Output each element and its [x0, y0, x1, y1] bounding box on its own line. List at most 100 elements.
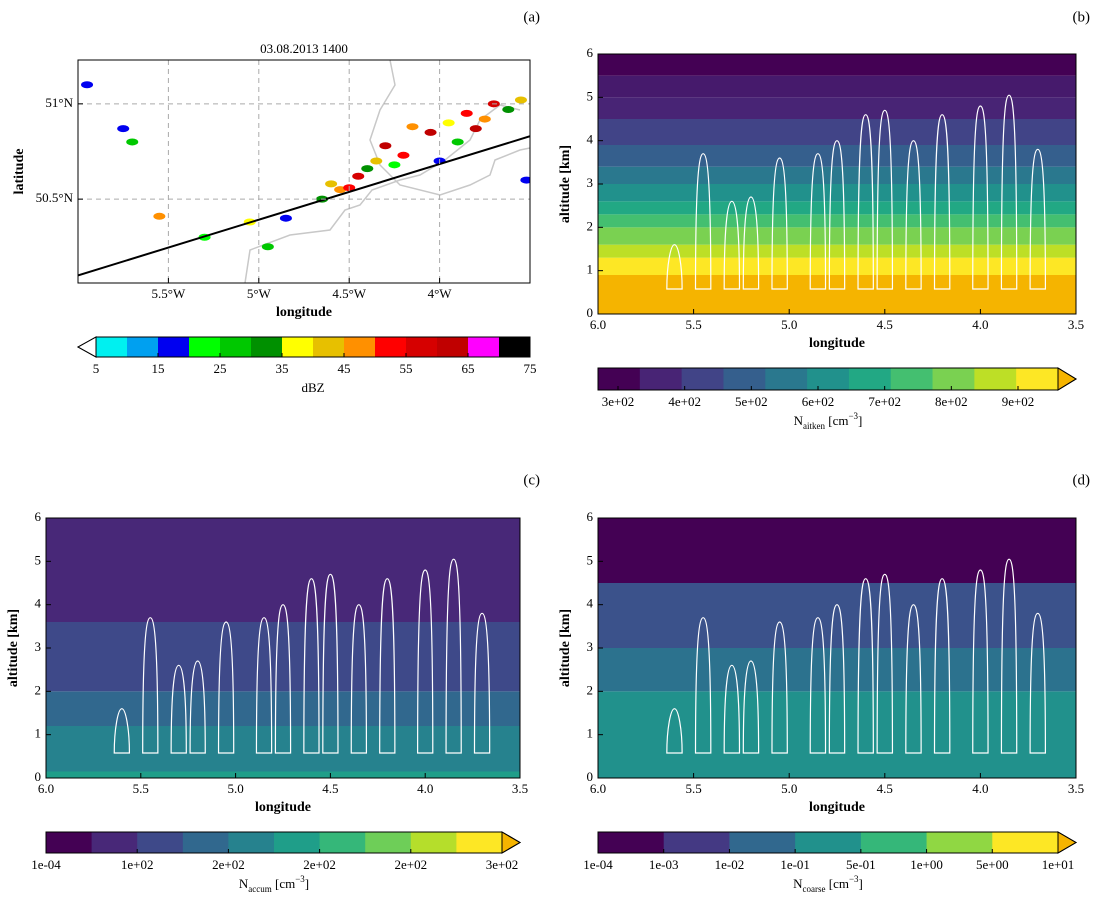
echo: [502, 106, 515, 114]
field-layer: [598, 184, 1076, 202]
colorbar-label-part: accum: [248, 884, 271, 894]
cloud-contour: [694, 153, 712, 290]
colorbar-label: dBZ: [301, 380, 324, 395]
chart-title: 03.08.2013 1400: [260, 41, 348, 56]
cloud-contour: [350, 604, 368, 754]
cloud-contour: [445, 558, 462, 754]
echo: [388, 161, 401, 169]
echo: [325, 180, 338, 188]
colorbar-segment: [375, 337, 407, 357]
colorbar-label-part: ]: [859, 876, 863, 891]
echo: [469, 125, 482, 133]
coast-south: [244, 104, 521, 284]
cloud-contour: [189, 660, 206, 754]
y-tick-label: 2: [35, 682, 42, 697]
y-tick-label: 1: [587, 262, 594, 277]
colorbar-tick-label: 5: [93, 361, 100, 376]
colorbar-segment: [189, 337, 221, 357]
colorbar-segment: [182, 832, 229, 853]
y-axis-label: altitude [km]: [558, 145, 573, 223]
colorbar-segment: [137, 832, 184, 853]
colorbar-segment: [96, 337, 128, 357]
colorbar-tick-label: 1e-04: [31, 857, 61, 872]
colorbar-label-part: −3: [849, 874, 859, 884]
colorbar-label-part: −3: [295, 874, 305, 884]
cloud-contour: [933, 578, 951, 754]
echo: [520, 176, 530, 184]
colorbar-label-part: [cm: [272, 876, 295, 891]
echo: [451, 138, 464, 146]
echo: [406, 123, 419, 131]
colorbar-label-part: −3: [848, 411, 858, 421]
cloud-contour: [1029, 612, 1047, 754]
cloud-contour: [1000, 94, 1018, 290]
colorbar-segment: [860, 832, 928, 853]
echo: [478, 115, 491, 123]
cloud-contour: [972, 105, 989, 290]
cloud-contour: [723, 664, 741, 754]
x-tick-label: 3.5: [512, 781, 528, 796]
x-tick-label: 5.5: [685, 317, 701, 332]
colorbar-label-part: [cm: [825, 876, 848, 891]
colorbar-tick-label: 45: [338, 361, 351, 376]
colorbar-segment: [729, 832, 796, 853]
colorbar-segment: [228, 832, 275, 853]
field-layer: [46, 771, 520, 778]
x-tick-label: 4.5°W: [332, 286, 366, 301]
x-tick-label: 6.0: [38, 781, 54, 796]
colorbar-label-part: ]: [858, 413, 862, 428]
echo: [279, 214, 292, 222]
cloud-contour: [809, 617, 827, 754]
x-tick-label: 4°W: [428, 286, 453, 301]
cloud-contour: [742, 196, 760, 290]
colorbar-label-part: N: [794, 413, 804, 428]
field-layer: [598, 227, 1076, 245]
colorbar-segment: [282, 337, 314, 357]
field-layer: [598, 257, 1076, 275]
x-tick-label: 4.0: [417, 781, 433, 796]
colorbar-tick-label: 1e-02: [715, 857, 745, 872]
colorbar-segment: [681, 368, 724, 390]
y-tick-label: 5: [587, 552, 594, 567]
x-axis-label: longitude: [255, 800, 311, 815]
cloud-contour: [473, 612, 491, 754]
plot-area: [598, 54, 1076, 314]
y-tick-label: 51°N: [45, 95, 73, 110]
colorbar-tick-label: 1e+00: [910, 857, 943, 872]
colorbar-tick-label: 15: [152, 361, 165, 376]
cloud-contour: [1000, 558, 1018, 754]
cloud-contour: [694, 617, 712, 754]
cloud-contour: [876, 109, 894, 290]
colorbar-segment: [319, 832, 366, 853]
colorbar-segment: [932, 368, 975, 390]
y-tick-label: 5: [35, 552, 42, 567]
colorbar-tick-label: 5e-01: [846, 857, 876, 872]
panel-label: (b): [1073, 9, 1091, 25]
colorbar-extend: [76, 336, 97, 358]
colorbar-tick-label: 25: [214, 361, 227, 376]
x-tick-label: 5.0: [227, 781, 243, 796]
colorbar-segment: [926, 832, 993, 853]
y-tick-label: 0: [587, 769, 594, 784]
field-layer: [598, 648, 1076, 692]
echo: [379, 142, 392, 150]
colorbar-extend: [501, 831, 521, 854]
cloud-contour: [417, 569, 434, 754]
colorbar-segment: [848, 368, 892, 390]
x-tick-label: 5°W: [247, 286, 272, 301]
colorbar-segment: [639, 368, 683, 390]
colorbar-label: Ncoarse [cm−3]: [793, 874, 863, 894]
echo: [460, 109, 473, 117]
field-layer: [598, 97, 1076, 119]
echo: [117, 125, 130, 133]
axes-frame: [597, 517, 1077, 779]
colorbar-label-part: aitken: [803, 421, 825, 431]
y-tick-label: 50.5°N: [36, 190, 74, 205]
colorbar-segment: [723, 368, 766, 390]
cloud-contour: [379, 578, 396, 754]
panel-label: (d): [1073, 472, 1091, 488]
cloud-contour: [666, 708, 683, 754]
colorbar-tick-label: 1e-04: [583, 857, 613, 872]
echo: [361, 165, 374, 173]
colorbar-tick-label: 7e+02: [868, 394, 901, 409]
